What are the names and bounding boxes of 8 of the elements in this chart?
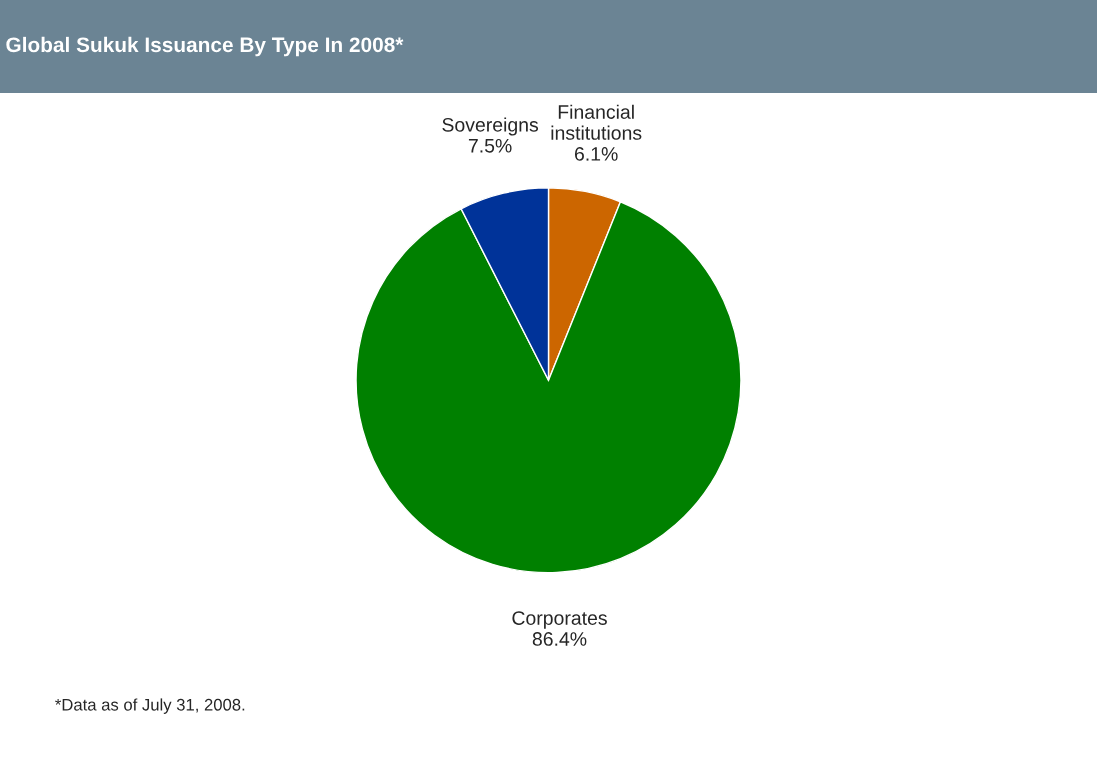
slice-label: Financial institutions: [551, 104, 642, 140]
data-label: 6.1%: [574, 147, 618, 161]
slice-label: Sovereigns: [442, 117, 539, 136]
text: *Data as of July 31, 2008.: [55, 698, 245, 714]
data-label: 86.4%: [532, 632, 587, 646]
slice-label: Corporates: [512, 611, 607, 629]
data-label: 7.5%: [468, 138, 512, 153]
chart-title: Global Sukuk Issuance By Type In 2008*: [6, 36, 404, 57]
